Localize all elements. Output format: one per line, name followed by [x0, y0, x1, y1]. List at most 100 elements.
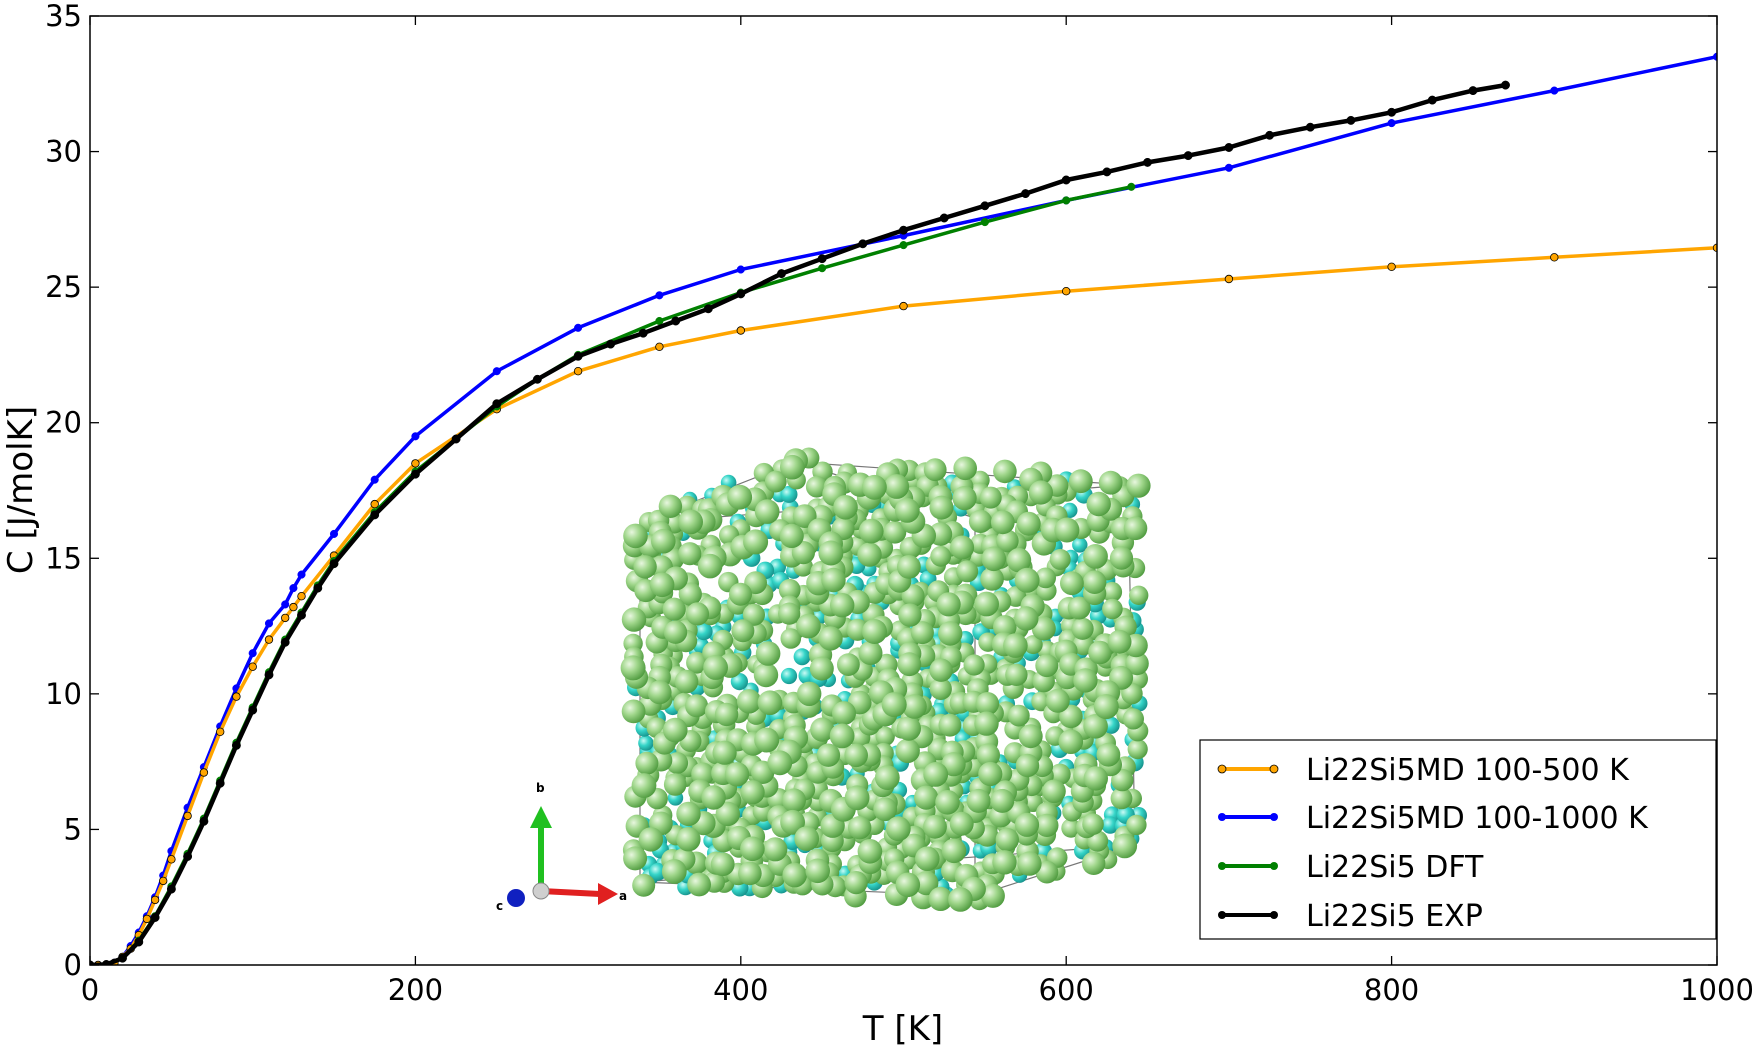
li-atom — [858, 518, 884, 544]
data-point — [1468, 86, 1478, 96]
li-atom — [1061, 818, 1081, 838]
li-atom — [821, 567, 846, 593]
li-atom — [701, 785, 726, 810]
li-atom — [874, 765, 900, 790]
x-axis-label: T [K] — [862, 1009, 943, 1046]
li-atom — [895, 738, 920, 763]
li-atom — [1083, 714, 1108, 739]
li-atom — [1125, 651, 1149, 676]
li-atom — [950, 535, 975, 560]
data-point — [215, 727, 225, 736]
data-point — [248, 705, 258, 715]
li-atom — [623, 523, 648, 549]
li-atom — [1093, 694, 1119, 720]
li-atom — [714, 702, 739, 727]
data-point — [264, 635, 274, 644]
data-point — [777, 269, 786, 279]
data-point — [281, 613, 290, 623]
legend-marker-end-md-100-500 — [1269, 764, 1279, 774]
data-point — [1387, 107, 1397, 117]
data-point — [492, 399, 502, 409]
legend-entry-dft: Li22Si5 DFT — [1218, 850, 1484, 885]
li-atom — [1127, 739, 1148, 760]
li-atom — [1111, 768, 1134, 792]
li-atom — [948, 887, 973, 912]
li-atom — [930, 545, 952, 567]
legend-marker-end-exp — [1270, 911, 1278, 919]
data-point — [574, 323, 583, 332]
data-point — [215, 778, 225, 788]
li-atom — [1098, 470, 1123, 495]
li-atom — [968, 509, 993, 533]
x-tick-label: 200 — [388, 973, 443, 1007]
legend-marker-start-dft — [1218, 862, 1226, 870]
li-atom — [976, 743, 1000, 767]
li-atom — [780, 809, 805, 835]
data-point — [264, 619, 274, 628]
li-atom — [894, 498, 920, 523]
legend-entry-md-100-1000: Li22Si5MD 100-1000 K — [1218, 801, 1649, 836]
li-atom — [938, 713, 962, 737]
li-atom — [915, 846, 940, 871]
data-point — [297, 610, 306, 620]
li-atom — [833, 495, 858, 520]
data-point — [150, 913, 160, 922]
li-atom — [663, 717, 688, 743]
li-atom — [858, 641, 883, 665]
li-atom — [782, 862, 807, 888]
li-atom — [844, 871, 868, 895]
li-atom — [685, 694, 709, 718]
data-point — [199, 816, 209, 826]
legend-marker-end-md-100-1000 — [1270, 813, 1278, 821]
data-point — [167, 855, 176, 864]
data-point — [410, 469, 420, 479]
li-atom — [830, 593, 855, 618]
li-atom — [1031, 616, 1056, 641]
series-3 — [90, 80, 1510, 965]
axis-c-arrow — [507, 889, 525, 907]
li-atom — [678, 582, 702, 606]
li-atom — [885, 816, 911, 842]
li-atom — [623, 846, 648, 871]
li-atom — [663, 620, 688, 644]
data-point — [1550, 86, 1559, 95]
data-point — [280, 637, 290, 647]
li-atom — [952, 486, 977, 511]
data-point — [606, 339, 616, 349]
li-atom — [632, 873, 656, 897]
li-atom — [621, 607, 647, 632]
data-point — [736, 326, 745, 335]
si-atom — [638, 735, 654, 751]
x-tick-label: 400 — [713, 973, 768, 1007]
li-atom — [935, 790, 960, 815]
li-atom — [697, 553, 723, 579]
li-atom — [862, 619, 887, 644]
data-point — [248, 662, 257, 671]
data-point — [980, 201, 990, 211]
data-point — [1346, 115, 1356, 125]
legend-label-md-100-500: Li22Si5MD 100-500 K — [1306, 753, 1630, 788]
li-atom — [753, 662, 779, 688]
x-tick-label: 600 — [1039, 973, 1094, 1007]
li-atom — [757, 690, 783, 715]
li-atom — [902, 694, 927, 719]
data-point — [1427, 95, 1437, 105]
data-point — [297, 570, 306, 579]
li-atom — [767, 750, 793, 776]
li-atom — [1058, 729, 1084, 754]
axis-a-arrow — [540, 888, 601, 897]
li-atom — [1060, 571, 1084, 596]
li-atom — [929, 495, 954, 520]
li-atom — [910, 621, 934, 645]
li-atom — [676, 827, 701, 852]
x-tick-label: 800 — [1364, 973, 1419, 1007]
legend-marker-start-exp — [1218, 911, 1226, 919]
li-atom — [1088, 640, 1112, 665]
legend: Li22Si5MD 100-500 K Li22Si5MD 100-1000 K… — [1199, 739, 1717, 940]
li-atom — [974, 591, 999, 617]
data-point — [1127, 182, 1136, 191]
data-point — [655, 316, 664, 326]
data-point — [1387, 119, 1396, 128]
data-point — [118, 953, 127, 963]
